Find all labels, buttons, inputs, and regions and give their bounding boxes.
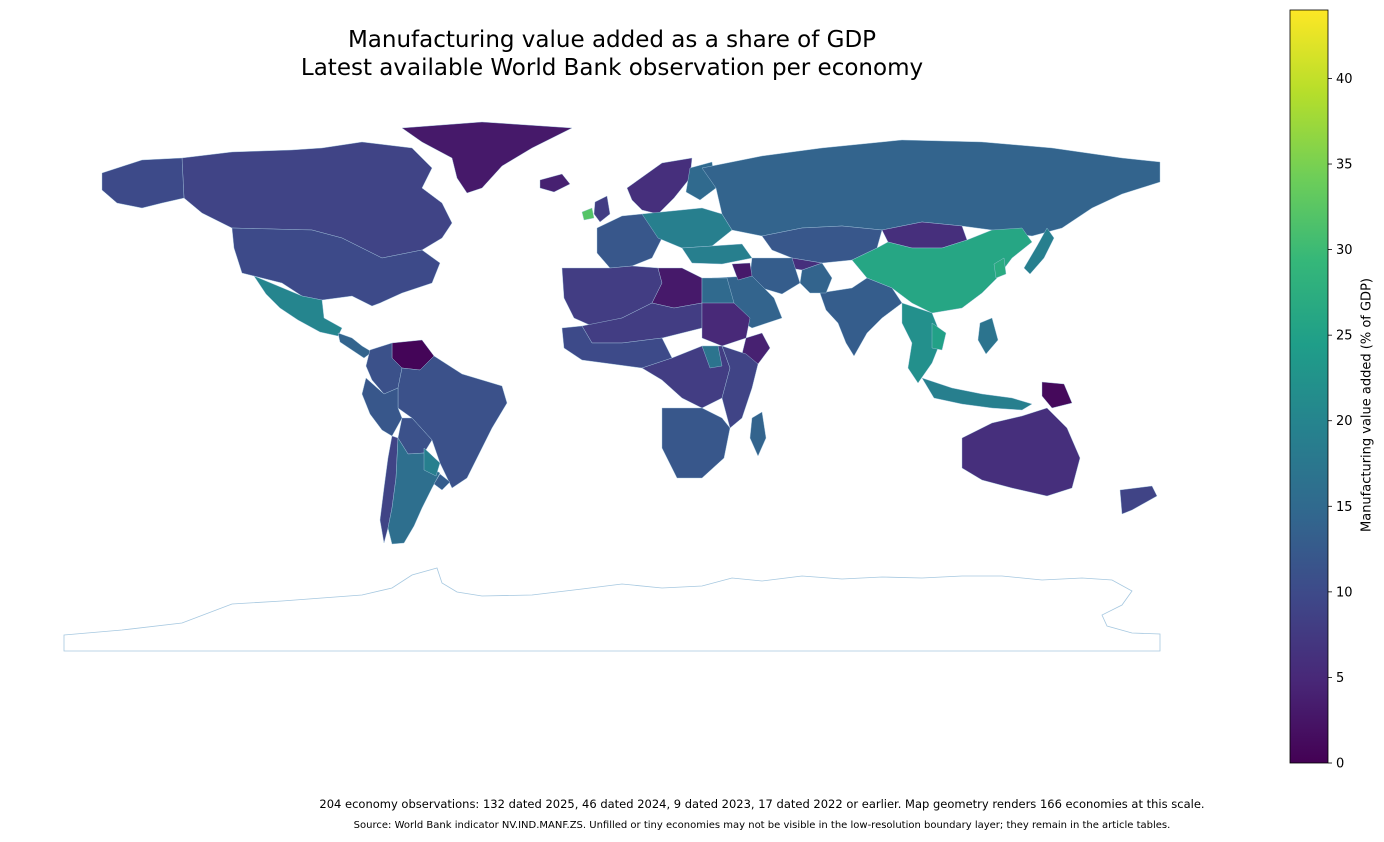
map-region-russia	[701, 139, 1161, 237]
colorbar-gradient	[1289, 9, 1329, 764]
map-region-mexico	[253, 275, 343, 337]
footnote: 204 economy observations: 132 dated 2025…	[319, 797, 1205, 811]
map-region-iceland	[539, 173, 571, 193]
antarctica-outline	[63, 567, 1161, 652]
colorbar-tick-label: 15	[1336, 500, 1353, 515]
map-region-paraguay	[423, 447, 441, 477]
map-region-vietnam	[931, 322, 947, 351]
colorbar-tick-label: 20	[1336, 414, 1353, 429]
colorbar-label: Manufacturing value added (% of GDP)	[1359, 278, 1375, 532]
colorbar-tick-label: 5	[1336, 671, 1344, 686]
map-region-japan	[1023, 227, 1055, 275]
map-region-australia	[961, 407, 1081, 497]
map-region-new-zealand	[1119, 485, 1158, 515]
map-region-korea	[993, 257, 1007, 279]
map-region-scandinavia	[626, 157, 693, 215]
colorbar-label-box: Manufacturing value added (% of GDP)	[1356, 240, 1378, 570]
map-region-turkey	[681, 243, 753, 265]
map-region-madagascar	[749, 411, 767, 457]
map-region-southern-africa	[661, 407, 731, 479]
colorbar-tick-label: 30	[1336, 243, 1353, 258]
map-region-indonesia	[921, 377, 1033, 411]
map-region-alaska	[101, 157, 185, 209]
map-region-greenland	[401, 121, 573, 194]
map-region-papua-new-guinea	[1041, 381, 1073, 409]
map-region-ethiopia	[701, 345, 723, 369]
map-region-central-america	[337, 332, 373, 359]
map-region-libya	[651, 267, 703, 309]
world-map	[63, 121, 1161, 652]
colorbar-tick-label: 40	[1336, 72, 1353, 87]
colorbar-tick-label: 25	[1336, 329, 1353, 344]
colorbar: 0 5 10 15 20 25 30 35 40	[1289, 9, 1353, 769]
map-region-china	[851, 227, 1033, 314]
source-note: Source: World Bank indicator NV.IND.MANF…	[353, 820, 1171, 831]
map-region-india	[819, 277, 903, 357]
colorbar-tick-label: 35	[1336, 158, 1353, 173]
map-region-philippines	[977, 317, 999, 355]
map-region-uruguay	[433, 473, 451, 491]
map-region-brazil	[397, 355, 508, 489]
map-region-ireland	[581, 207, 595, 221]
map-region-western-europe	[596, 213, 663, 269]
map-region-central-europe	[641, 207, 733, 249]
map-region-east-africa	[721, 345, 759, 429]
chart-title: Manufacturing value added as a share of …	[347, 27, 877, 53]
map-region-peru	[361, 377, 403, 437]
map-region-united-kingdom	[593, 195, 611, 223]
colorbar-tick-label: 0	[1336, 757, 1344, 769]
map-region-united-states	[231, 227, 441, 307]
map-region-iraq	[731, 262, 753, 281]
colorbar-tick-label: 10	[1336, 585, 1353, 600]
chart-subtitle: Latest available World Bank observation …	[300, 55, 924, 81]
